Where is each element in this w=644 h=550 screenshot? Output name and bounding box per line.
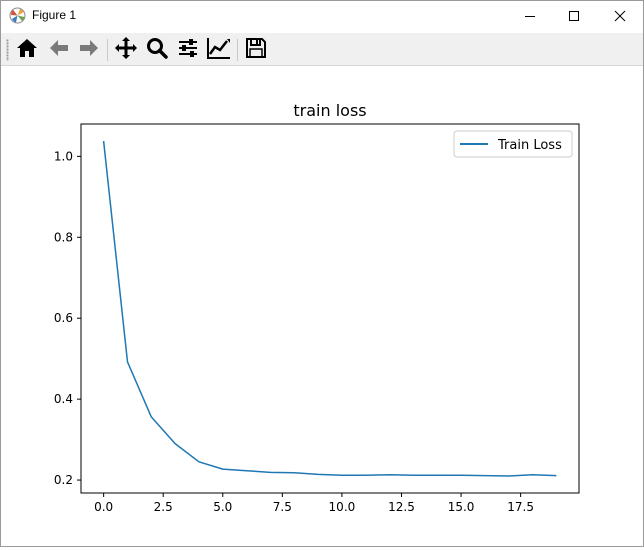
- minimize-icon: [524, 7, 536, 26]
- x-tick-label: 0.0: [94, 500, 113, 514]
- maximize-button[interactable]: [551, 1, 597, 31]
- configure-subplots-button[interactable]: [175, 37, 201, 63]
- y-tick-label: 0.4: [54, 392, 73, 406]
- navigation-toolbar: [1, 33, 643, 66]
- toolbar-separator: [237, 39, 238, 61]
- home-icon: [15, 36, 39, 64]
- x-tick-label: 17.5: [507, 500, 534, 514]
- sliders-icon: [176, 36, 200, 64]
- arrow-right-icon: [77, 36, 101, 64]
- x-tick-label: 10.0: [329, 500, 356, 514]
- legend-label: Train Loss: [497, 138, 562, 153]
- title-bar[interactable]: Figure 1: [1, 1, 643, 31]
- toolbar-grip[interactable]: [6, 39, 9, 61]
- home-button[interactable]: [14, 37, 40, 63]
- close-icon: [614, 7, 626, 26]
- save-button[interactable]: [243, 37, 269, 63]
- maximize-icon: [568, 7, 580, 26]
- line-chart-icon: [206, 36, 232, 64]
- move-icon: [114, 36, 138, 64]
- edit-axis-button[interactable]: [206, 37, 232, 63]
- arrow-left-icon: [47, 36, 71, 64]
- x-tick-label: 12.5: [388, 500, 415, 514]
- pan-button[interactable]: [113, 37, 139, 63]
- matplotlib-logo-icon: [9, 7, 26, 24]
- legend-box: [453, 130, 573, 158]
- y-tick-label: 1.0: [54, 149, 73, 163]
- zoom-button[interactable]: [144, 37, 170, 63]
- back-button[interactable]: [46, 37, 72, 63]
- y-tick-label: 0.8: [54, 230, 73, 244]
- chart-svg[interactable]: train loss 0.0 2.5 5.0 7.5 10.0 12.5 15.0 17.5 0…: [1, 66, 643, 546]
- magnifier-icon: [145, 36, 169, 64]
- x-tick-label: 2.5: [154, 500, 173, 514]
- floppy-disk-icon: [244, 36, 268, 64]
- x-tick-label: 7.5: [273, 500, 292, 514]
- figure-canvas[interactable]: train loss 0.0 2.5 5.0 7.5 10.0 12.5 15.0 17.5 0…: [1, 66, 643, 550]
- axes-frame: [80, 123, 580, 494]
- forward-button[interactable]: [76, 37, 102, 63]
- series-line-train-loss[interactable]: [102, 140, 557, 477]
- toolbar-separator: [107, 39, 108, 61]
- chart-title: train loss: [293, 101, 366, 120]
- x-tick-label: 15.0: [448, 500, 475, 514]
- y-tick-label: 0.2: [54, 473, 73, 487]
- window-title: Figure 1: [32, 8, 77, 22]
- y-tick-label: 0.6: [54, 311, 73, 325]
- close-button[interactable]: [597, 1, 643, 31]
- x-tick-label: 5.0: [213, 500, 232, 514]
- minimize-button[interactable]: [507, 1, 553, 31]
